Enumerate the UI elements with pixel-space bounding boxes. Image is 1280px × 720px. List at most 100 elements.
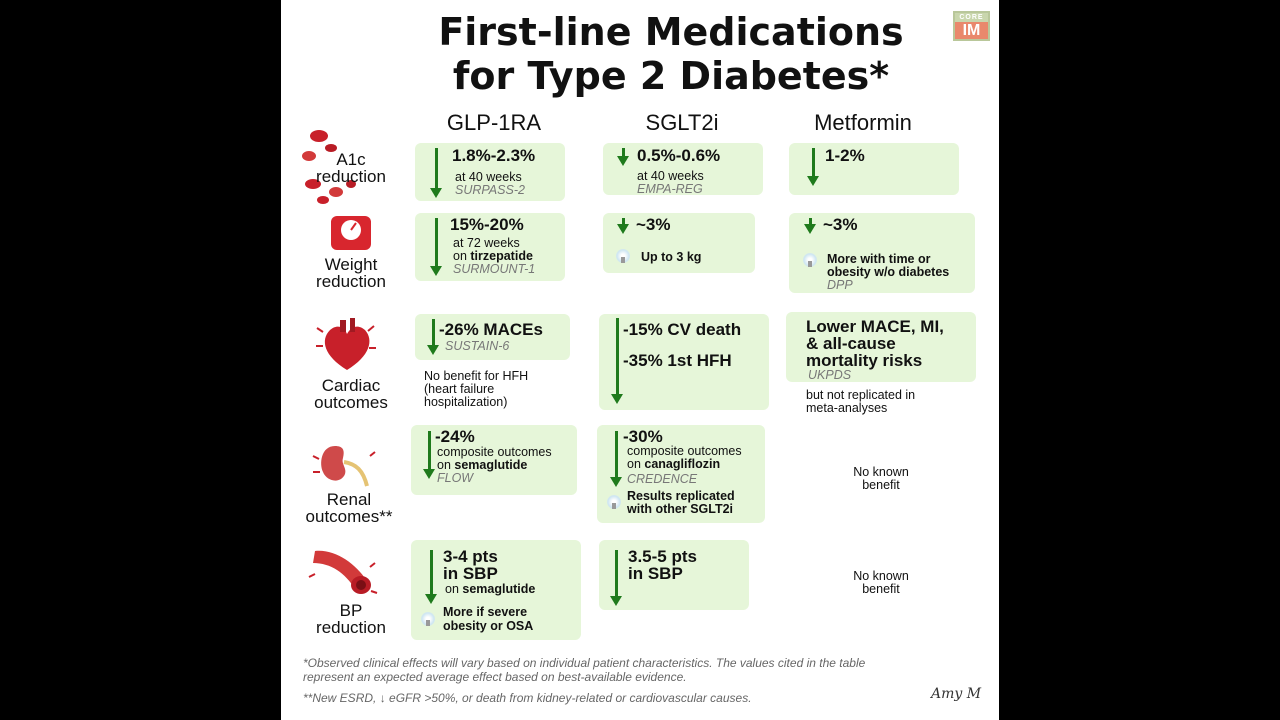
column-header-glp1ra: GLP-1RA (446, 110, 542, 135)
cell-cardiac-glp1ra: -26% MACEs SUSTAIN-6 (415, 314, 570, 360)
cell-weight-glp1ra: 15%-20% at 72 weeks on tirzepatide SURMO… (415, 213, 565, 281)
cardiac-glp1ra-note1: No benefit for HFH (424, 369, 529, 383)
renal-sglt2i-trial: CREDENCE (627, 472, 698, 486)
cardiac-metformin-trial: UKPDS (808, 368, 852, 382)
cell-cardiac-sglt2i: -15% CV death -35% 1st HFH (599, 314, 769, 410)
renal-sglt2i-note1: composite outcomes (627, 444, 742, 458)
cardiac-glp1ra-trial: SUSTAIN-6 (445, 339, 510, 353)
row-label-a1c-line2: reduction (316, 167, 386, 186)
blood-vessel-icon (308, 550, 378, 594)
cardiac-glp1ra-note3: hospitalization) (424, 395, 508, 409)
row-label-renal-line2: outcomes** (305, 507, 393, 526)
weight-metformin-tip1: More with time or (827, 252, 931, 266)
renal-sglt2i-note2: on canagliflozin (627, 458, 720, 471)
weight-sglt2i-value: ~3% (636, 215, 671, 234)
cell-a1c-sglt2i: 0.5%-0.6% at 40 weeks EMPA-REG (603, 143, 763, 196)
renal-glp1ra-trial: FLOW (437, 471, 474, 485)
cardiac-metformin-value1: Lower MACE, MI, (806, 317, 944, 336)
cell-weight-metformin: ~3% More with time or obesity w/o diabet… (789, 213, 975, 293)
bp-metformin-text1: No known (853, 569, 909, 583)
row-label-renal: Renal outcomes** (289, 491, 409, 525)
column-header-metformin: Metformin (814, 110, 912, 135)
weight-metformin-trial: DPP (827, 278, 853, 292)
cell-renal-sglt2i: -30% composite outcomes on canagliflozin… (597, 425, 765, 523)
renal-glp1ra-drug: semaglutide (454, 458, 528, 472)
renal-sglt2i-tip1: Results replicated (627, 489, 735, 503)
cardiac-sglt2i-value2: -35% 1st HFH (623, 351, 732, 370)
row-label-bp-line1: BP (339, 601, 363, 620)
row-label-bp-line2: reduction (316, 618, 386, 637)
renal-metformin-text2: benefit (862, 478, 900, 492)
row-label-bp: BP reduction (291, 602, 411, 636)
row-label-a1c: A1c reduction (291, 151, 411, 185)
row-label-cardiac: Cardiac outcomes (291, 377, 411, 411)
heart-icon (316, 318, 376, 370)
logo-main-text: IM (962, 22, 981, 39)
a1c-metformin-value: 1-2% (825, 146, 865, 165)
weight-glp1ra-note2: on tirzepatide (453, 250, 533, 263)
a1c-glp1ra-trial: SURPASS-2 (455, 183, 525, 197)
footnote-1-line-2: represent an expected average effect bas… (303, 670, 687, 684)
scale-icon (331, 216, 371, 250)
cell-weight-sglt2i: ~3% Up to 3 kg (603, 213, 755, 273)
renal-sglt2i-value: -30% (623, 427, 663, 446)
renal-metformin-text: No known benefit (821, 466, 941, 492)
row-label-a1c-line1: A1c (336, 150, 366, 169)
footnote-1-line-1: *Observed clinical effects will vary bas… (303, 656, 866, 670)
bp-glp1ra-note2-prefix: on (445, 582, 463, 596)
cardiac-sglt2i-value1: -15% CV death (623, 320, 742, 339)
a1c-sglt2i-trial: EMPA-REG (637, 182, 703, 196)
infographic-panel: First-line Medications for Type 2 Diabet… (281, 0, 999, 720)
weight-metformin-tip2: obesity w/o diabetes (827, 265, 950, 279)
bp-glp1ra-value1: 3-4 pts (443, 547, 498, 566)
lightbulb-icon (607, 495, 621, 511)
bp-metformin-text2: benefit (862, 582, 900, 596)
cardiac-metformin-note2: meta-analyses (806, 401, 888, 415)
bp-glp1ra-tip1: More if severe (443, 605, 528, 619)
cardiac-glp1ra-note2: (heart failure (424, 382, 495, 396)
bp-sglt2i-value1: 3.5-5 pts (628, 547, 697, 566)
title-line-1: First-line Medications (438, 10, 904, 54)
a1c-glp1ra-value: 1.8%-2.3% (452, 146, 536, 165)
cardiac-glp1ra-value: -26% MACEs (439, 320, 543, 339)
row-label-weight: Weight reduction (291, 256, 411, 290)
renal-glp1ra-note1: composite outcomes (437, 445, 552, 459)
cell-bp-glp1ra: 3-4 pts in SBP on semaglutide More if se… (411, 540, 581, 640)
lightbulb-icon (421, 612, 435, 628)
lightbulb-icon (803, 253, 817, 269)
row-label-weight-line2: reduction (316, 272, 386, 291)
bp-sglt2i-value2: in SBP (628, 564, 683, 583)
bp-glp1ra-value2: in SBP (443, 564, 498, 583)
author-signature: Amy M (931, 686, 982, 702)
row-label-renal-line1: Renal (326, 490, 372, 509)
renal-metformin-text1: No known (853, 465, 909, 479)
a1c-glp1ra-note: at 40 weeks (455, 170, 522, 184)
a1c-sglt2i-note: at 40 weeks (637, 169, 704, 183)
a1c-sglt2i-value: 0.5%-0.6% (637, 146, 721, 165)
cell-renal-glp1ra: -24% composite outcomes on semaglutide F… (411, 425, 577, 495)
row-label-cardiac-line2: outcomes (314, 393, 388, 412)
renal-glp1ra-note2: on semaglutide (437, 459, 527, 472)
cardiac-metformin-note1: but not replicated in (806, 388, 916, 402)
bp-glp1ra-tip2: obesity or OSA (443, 619, 534, 633)
renal-sglt2i-tip2: with other SGLT2i (627, 502, 734, 516)
column-header-sglt2i: SGLT2i (645, 110, 719, 135)
footnote-2: **New ESRD, ↓ eGFR >50%, or death from k… (303, 691, 752, 705)
weight-glp1ra-trial: SURMOUNT-1 (453, 262, 536, 276)
weight-metformin-value: ~3% (823, 215, 858, 234)
cardiac-metformin-value2: & all-cause (806, 334, 896, 353)
bp-glp1ra-drug: semaglutide (462, 582, 536, 596)
weight-glp1ra-note1: at 72 weeks (453, 236, 520, 250)
weight-glp1ra-note2-prefix: on (453, 249, 471, 263)
bp-metformin-text: No known benefit (821, 570, 941, 596)
cardiac-metformin-value3: mortality risks (806, 351, 923, 370)
row-label-cardiac-line1: Cardiac (321, 376, 381, 395)
renal-sglt2i-note2-prefix: on (627, 457, 645, 471)
row-label-weight-line1: Weight (324, 255, 378, 274)
cell-cardiac-metformin: Lower MACE, MI, & all-cause mortality ri… (786, 312, 976, 382)
blood-cells-icon (302, 130, 356, 204)
core-im-logo: CORE IM (953, 11, 990, 41)
weight-glp1ra-value: 15%-20% (450, 215, 524, 234)
cell-bp-sglt2i: 3.5-5 pts in SBP (599, 540, 749, 610)
title-line-2: for Type 2 Diabetes* (452, 54, 890, 98)
